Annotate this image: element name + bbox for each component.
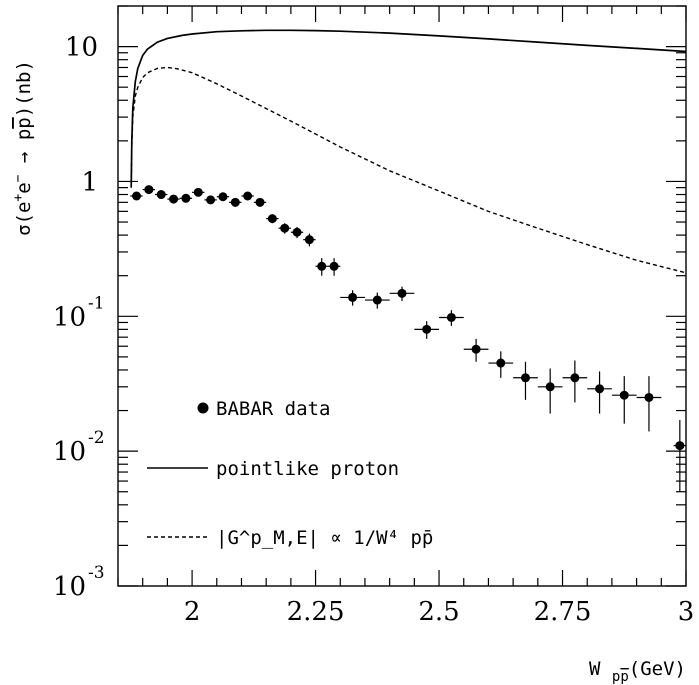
x-tick-label-4: 3 <box>678 597 695 627</box>
data-point-8 <box>229 197 242 207</box>
curve-solid-pointlike <box>130 29 687 188</box>
data-marker <box>348 292 358 302</box>
x-tick-label-1: 2.25 <box>287 597 345 627</box>
data-point-17 <box>340 290 365 306</box>
data-marker <box>193 187 203 197</box>
curves-layer <box>130 29 687 274</box>
data-point-12 <box>278 223 291 234</box>
data-marker <box>595 384 605 394</box>
data-point-20 <box>414 321 440 339</box>
data-point-14 <box>303 233 316 247</box>
data-point-5 <box>192 187 205 197</box>
data-point-7 <box>216 192 230 202</box>
data-point-26 <box>562 360 588 403</box>
data-point-13 <box>290 226 304 239</box>
data-marker <box>169 194 179 204</box>
data-point-1 <box>142 185 156 195</box>
data-marker <box>329 261 339 271</box>
data-point-19 <box>389 286 415 301</box>
x-tick-label-0: 2 <box>184 597 201 627</box>
data-marker <box>206 195 216 205</box>
data-point-21 <box>439 310 464 326</box>
data-point-23 <box>488 351 514 378</box>
data-point-24 <box>513 361 538 400</box>
data-point-29 <box>636 376 662 432</box>
data-marker <box>181 193 191 203</box>
data-marker <box>471 344 481 354</box>
data-point-22 <box>463 338 489 362</box>
legend: BABAR data pointlike proton |G^p_M,E| ∝ … <box>147 398 433 549</box>
legend-label-solid: pointlike proton <box>216 458 399 480</box>
x-tick-label-2: 2.5 <box>418 597 459 627</box>
y-tick-label-1: 1 <box>81 167 98 197</box>
x-axis-title: W pp(GeV) <box>589 658 686 685</box>
data-marker <box>317 261 327 271</box>
data-marker <box>619 390 629 400</box>
data-point-11 <box>266 214 279 224</box>
data-point-2 <box>155 190 168 200</box>
data-marker <box>446 312 456 322</box>
data-marker <box>675 441 685 451</box>
y-axis-title: σ(e+e− → pp)(nb) <box>11 60 35 236</box>
data-marker <box>496 358 506 368</box>
plot-frame <box>117 5 687 587</box>
data-point-9 <box>241 191 254 201</box>
y-tick-label-0: 10 <box>65 33 98 63</box>
data-point-30 <box>673 420 686 492</box>
data-point-16 <box>327 258 341 276</box>
data-marker <box>372 295 382 305</box>
data-point-0 <box>130 191 143 201</box>
data-marker <box>267 214 277 224</box>
y-tick-exponent-3: -2 <box>88 428 105 448</box>
data-point-27 <box>587 371 612 414</box>
data-point-10 <box>253 197 267 207</box>
data-marker <box>292 227 302 237</box>
y-tick-exponent-2: -1 <box>88 293 105 313</box>
data-marker <box>422 324 432 334</box>
data-marker <box>397 288 407 298</box>
data-points-layer <box>130 185 686 492</box>
data-marker <box>132 191 142 201</box>
data-marker <box>545 382 555 392</box>
data-point-28 <box>611 376 637 424</box>
ticks-layer <box>117 5 687 587</box>
data-point-18 <box>364 292 390 309</box>
data-marker <box>156 190 166 200</box>
legend-label-dashed: |G^p_M,E| ∝ 1/W⁴ pp̄ <box>216 527 433 549</box>
x-tick-label-3: 2.75 <box>534 597 592 627</box>
data-marker <box>144 185 154 195</box>
data-marker <box>520 373 530 383</box>
data-point-25 <box>537 368 563 414</box>
data-marker <box>230 197 240 207</box>
data-marker <box>218 192 228 202</box>
data-marker <box>570 373 580 383</box>
legend-marker-data <box>197 402 209 414</box>
data-marker <box>280 223 290 233</box>
data-point-15 <box>315 258 328 276</box>
data-marker <box>255 197 265 207</box>
y-tick-label-2: 10 <box>53 302 86 332</box>
data-point-4 <box>179 193 193 203</box>
data-marker <box>304 235 314 245</box>
curve-dashed-formfactor <box>130 66 687 274</box>
data-point-6 <box>204 195 217 205</box>
legend-label-data: BABAR data <box>216 398 330 420</box>
y-tick-label-4: 10 <box>53 572 86 602</box>
data-marker <box>243 191 253 201</box>
y-tick-exponent-4: -3 <box>88 563 105 583</box>
y-tick-label-3: 10 <box>53 437 86 467</box>
data-point-3 <box>167 194 180 204</box>
data-marker <box>644 392 654 402</box>
